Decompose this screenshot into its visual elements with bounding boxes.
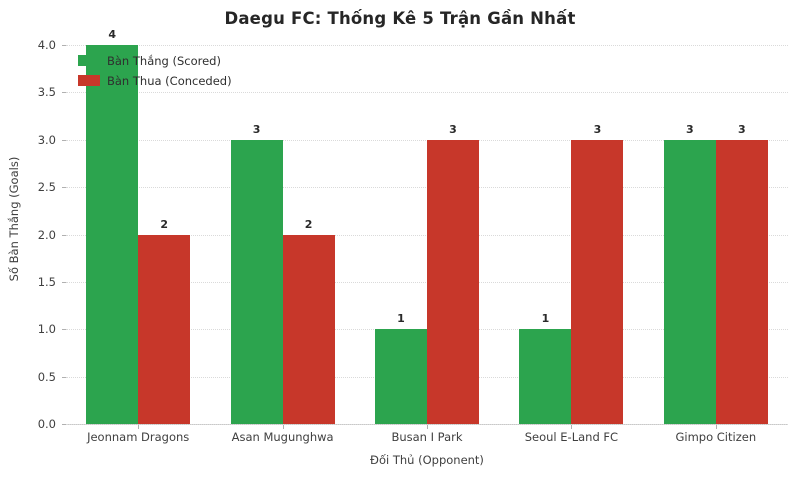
bar[interactable] [138,234,191,424]
bar[interactable] [427,139,479,424]
legend-swatch [78,55,100,66]
bar-value-label: 3 [449,122,457,136]
plot-area: 4 2 3 2 1 3 1 3 3 3 [66,28,788,425]
x-tick-label: Asan Mugunghwa [231,430,334,444]
x-tick-label: Gimpo Citizen [675,430,757,444]
chart-title: Daegu FC: Thống Kê 5 Trận Gần Nhất [224,9,576,28]
y-tick-label: 1.5 [37,274,56,289]
y-tick-label: 0.5 [37,369,56,384]
chart-legend: Bàn Thắng (Scored) Bàn Thua (Conceded) [78,52,232,89]
y-tick-mark [62,329,66,331]
bar-value-label: 2 [304,217,313,231]
bar-value-label: 2 [160,217,169,231]
bar[interactable] [519,329,572,424]
y-tick-label: 3.5 [37,85,56,100]
bar[interactable] [715,139,768,424]
bar[interactable] [571,139,624,424]
bar-value-label: 3 [252,122,261,136]
x-tick-mark [138,425,140,429]
legend-label: Bàn Thắng (Scored) [107,53,221,68]
legend-item[interactable]: Bàn Thắng (Scored) [78,52,232,69]
y-tick-mark [62,281,66,283]
x-tick-mark [427,425,428,429]
y-tick-mark [62,45,66,46]
bar[interactable] [86,45,139,424]
bar[interactable] [663,139,716,424]
x-tick-label: Jeonnam Dragons [87,430,190,444]
y-tick-label: 2.5 [37,180,56,195]
legend-item[interactable]: Bàn Thua (Conceded) [78,72,232,89]
x-tick-mark [571,425,573,429]
y-tick-label: 3.0 [37,132,56,147]
legend-label: Bàn Thua (Conceded) [107,73,232,88]
legend-swatch [78,75,100,86]
y-tick-label: 1.0 [37,322,56,337]
x-tick-label: Busan I Park [391,430,463,444]
y-tick-label: 4.0 [37,38,56,52]
x-tick-mark [282,425,284,429]
y-tick-label: 2.0 [37,227,56,242]
bar[interactable] [230,139,283,424]
y-axis-title: Số Bàn Thắng (Goals) [7,156,21,282]
bar[interactable] [375,329,427,424]
bar-value-label: 4 [108,28,117,41]
y-tick-mark [62,139,66,141]
x-tick-mark [715,425,717,429]
bar-value-label: 1 [541,312,550,326]
x-tick-label: Seoul E-Land FC [524,430,619,444]
bar[interactable] [282,234,335,424]
y-tick-mark [62,187,66,189]
x-axis-title: Đối Thủ (Opponent) [370,453,484,467]
gridline [66,45,788,46]
y-tick-mark [62,92,66,94]
bar-value-label: 3 [737,122,746,136]
bar-value-label: 3 [593,122,602,136]
y-tick-mark [62,424,66,425]
gridline [66,92,788,94]
y-tick-label: 0.0 [37,417,56,431]
gridline [66,424,788,425]
y-tick-mark [62,376,66,378]
y-tick-mark [62,234,66,236]
bar-value-label: 3 [685,122,694,136]
bar-value-label: 1 [397,312,405,326]
